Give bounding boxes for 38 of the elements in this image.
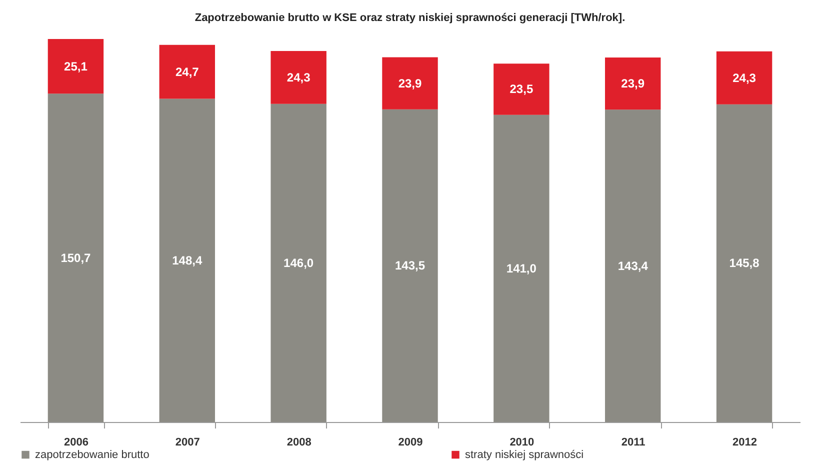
x-tick-label: 2007 [175, 436, 200, 448]
bar [716, 51, 772, 104]
legend-label: straty niskiej sprawności [465, 448, 584, 461]
chart-title: Zapotrzebowanie brutto w KSE oraz straty niskiej sprawności generacji [TWh/rok]. [194, 12, 626, 24]
data-label: 24,7 [175, 64, 200, 79]
x-tick-label: 2011 [621, 436, 646, 448]
data-label: 145,8 [729, 256, 760, 270]
data-label: 143,5 [394, 258, 426, 273]
bar [48, 39, 104, 94]
data-label: 23,9 [621, 76, 645, 91]
x-tick-label: 2006 [64, 436, 88, 448]
data-label: 150,7 [60, 250, 92, 265]
bar [494, 114, 550, 422]
bar [382, 57, 438, 110]
bar [159, 98, 215, 422]
x-tick-label: 2012 [732, 436, 758, 448]
bar [605, 110, 661, 422]
data-label: 23,5 [510, 82, 534, 96]
data-label: 146,0 [284, 256, 314, 270]
bar [270, 104, 326, 422]
bar [48, 94, 104, 422]
data-label: 148,4 [172, 253, 202, 268]
x-tick-label: 2008 [286, 436, 312, 448]
legend-label: zapotrzebowanie brutto [35, 448, 150, 461]
data-label: 141,0 [506, 261, 537, 276]
bar [716, 104, 772, 422]
data-label: 23,9 [398, 76, 422, 90]
data-label: 24,3 [286, 70, 311, 84]
data-label: 24,3 [732, 70, 756, 85]
data-label: 25,1 [64, 59, 88, 74]
data-label: 143,4 [618, 258, 648, 273]
x-tick-label: 2010 [510, 436, 534, 448]
bar [605, 58, 661, 110]
bar [382, 109, 438, 422]
bar [159, 44, 215, 99]
x-tick-label: 2009 [398, 436, 423, 448]
bar [270, 50, 326, 104]
bar [494, 64, 550, 115]
